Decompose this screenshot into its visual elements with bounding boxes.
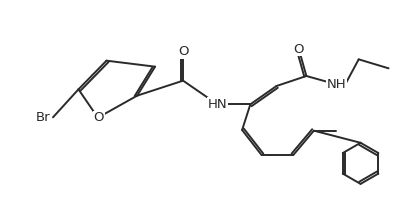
Text: NH: NH: [326, 78, 346, 91]
Text: Br: Br: [36, 111, 50, 124]
Text: O: O: [178, 45, 188, 58]
Text: HN: HN: [208, 98, 227, 111]
Text: O: O: [293, 43, 304, 56]
Text: O: O: [94, 111, 104, 124]
